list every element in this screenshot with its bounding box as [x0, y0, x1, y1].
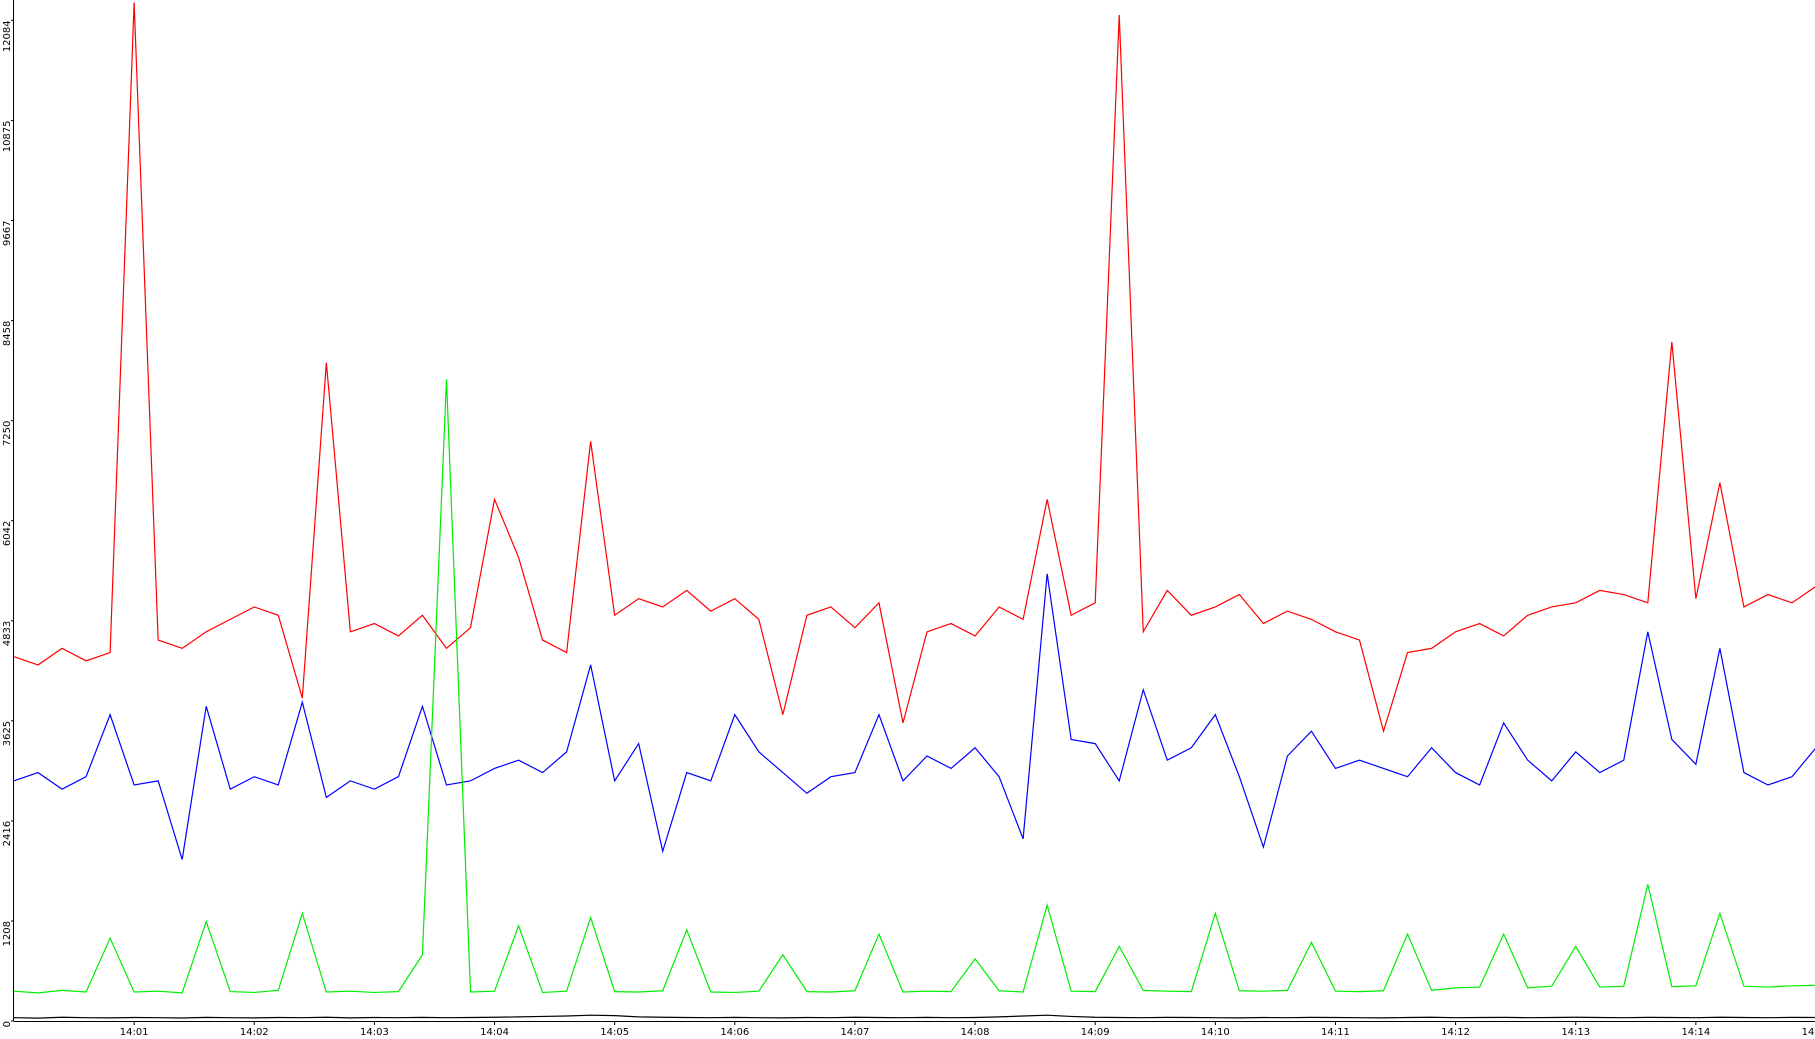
- x-tick-label: 14:11: [1321, 1027, 1350, 1038]
- y-tick-label: 10875: [2, 120, 13, 152]
- y-tick-label: 4833: [2, 621, 13, 646]
- x-tick-label: 14:15: [1802, 1027, 1815, 1038]
- x-tick-label: 14:10: [1201, 1027, 1230, 1038]
- x-tick-label: 14:02: [240, 1027, 269, 1038]
- y-tick-label: 2416: [2, 821, 13, 846]
- series-line: [13, 2, 1815, 734]
- x-tick-label: 14:04: [480, 1027, 509, 1038]
- x-tick-label: 14:07: [841, 1027, 870, 1038]
- x-tick-label: 14:13: [1561, 1027, 1590, 1038]
- series-line: [13, 573, 1815, 860]
- y-tick-label: 1208: [2, 921, 13, 946]
- y-tick-label: 9667: [2, 221, 13, 246]
- y-tick-label: 8458: [2, 321, 13, 346]
- x-tick-label: 14:12: [1441, 1027, 1470, 1038]
- y-tick-label: 7250: [2, 421, 13, 446]
- x-tick-label: 14:14: [1681, 1027, 1710, 1038]
- y-tick-label: 6042: [2, 521, 13, 546]
- x-tick-label: 14:05: [600, 1027, 629, 1038]
- x-tick-label: 14:08: [961, 1027, 990, 1038]
- series-line: [13, 1014, 1815, 1019]
- y-tick-label: 3625: [2, 721, 13, 746]
- series-line: [13, 379, 1815, 994]
- x-tick-label: 14:09: [1081, 1027, 1110, 1038]
- x-tick-label: 14:01: [120, 1027, 149, 1038]
- x-tick-label: 14:03: [360, 1027, 389, 1038]
- y-tick-label: 0: [2, 1021, 13, 1027]
- y-tick-label: 12084: [2, 20, 13, 52]
- x-tick-label: 14:06: [720, 1027, 749, 1038]
